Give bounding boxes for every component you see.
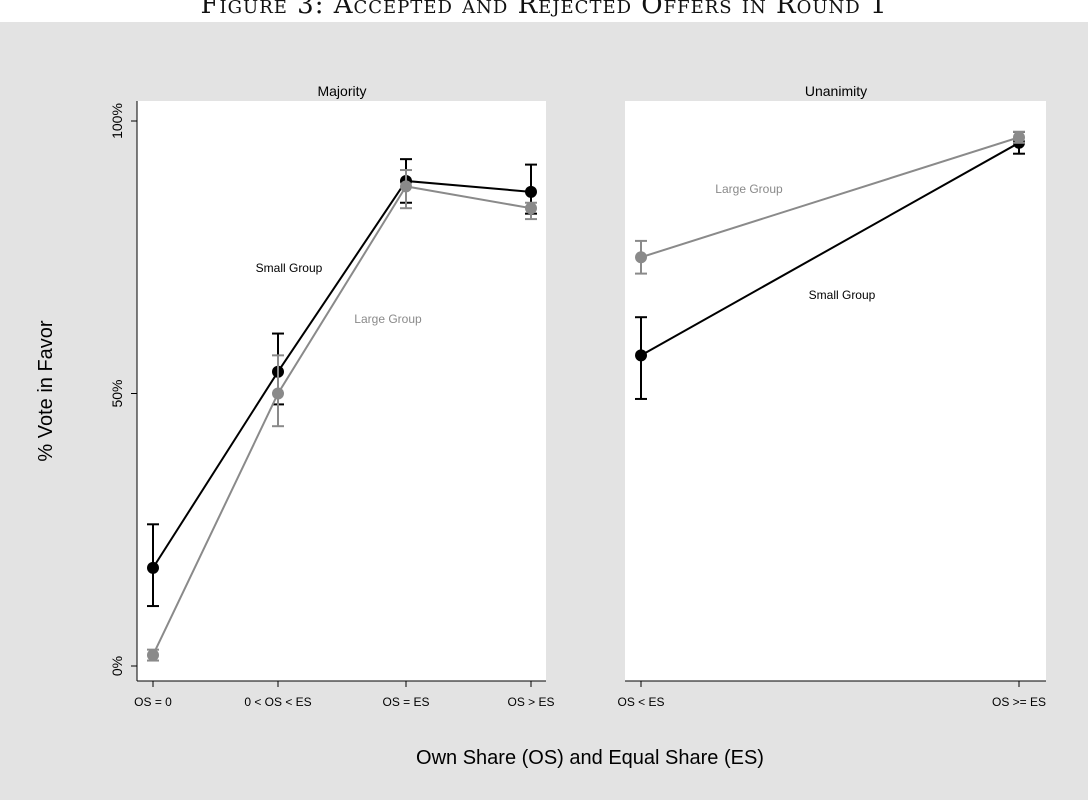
unanimity-small-group-label: Small Group xyxy=(809,288,876,302)
y-axis-title: % Vote in Favor xyxy=(35,320,57,462)
majority-large-group-point xyxy=(525,202,537,215)
majority-large-group-line xyxy=(152,185,532,656)
x-axis-title: Own Share (OS) and Equal Share (ES) xyxy=(416,747,764,769)
majority-small-group-point xyxy=(525,185,537,198)
y-tick-label: 100% xyxy=(109,103,125,139)
majority-large-group-point xyxy=(147,649,159,662)
majority-x-tick-label: 0 < OS < ES xyxy=(244,695,311,709)
majority-panel-title: Majority xyxy=(317,83,366,99)
unanimity-large-group-label: Large Group xyxy=(715,182,783,196)
unanimity-large-group-point xyxy=(1013,131,1025,144)
majority-small-group-label: Small Group xyxy=(256,261,323,275)
figure-title: Figure 3: Accepted and Rejected Offers i… xyxy=(200,0,888,20)
majority-large-group-point xyxy=(400,180,412,193)
majority-x-tick-label: OS > ES xyxy=(507,695,554,709)
majority-x-tick-label: OS = 0 xyxy=(134,695,172,709)
unanimity-x-tick-label: OS >= ES xyxy=(992,695,1046,709)
unanimity-small-group-point xyxy=(635,349,647,362)
unanimity-plot-area xyxy=(625,101,1046,681)
majority-large-group-point xyxy=(272,387,284,400)
unanimity-panel-title: Unanimity xyxy=(805,83,867,99)
majority-x-tick-label: OS = ES xyxy=(382,695,429,709)
majority-small-group-line xyxy=(152,179,532,569)
majority-small-group-point xyxy=(147,561,159,574)
unanimity-x-tick-label: OS < ES xyxy=(617,695,664,709)
unanimity-small-group-line xyxy=(640,141,1020,357)
y-tick-label: 50% xyxy=(109,379,125,407)
unanimity-large-group-line xyxy=(640,136,1020,259)
y-tick-label: 0% xyxy=(109,656,125,676)
unanimity-large-group-point xyxy=(635,251,647,264)
majority-large-group-label: Large Group xyxy=(354,312,422,326)
majority-plot-area xyxy=(137,101,546,681)
